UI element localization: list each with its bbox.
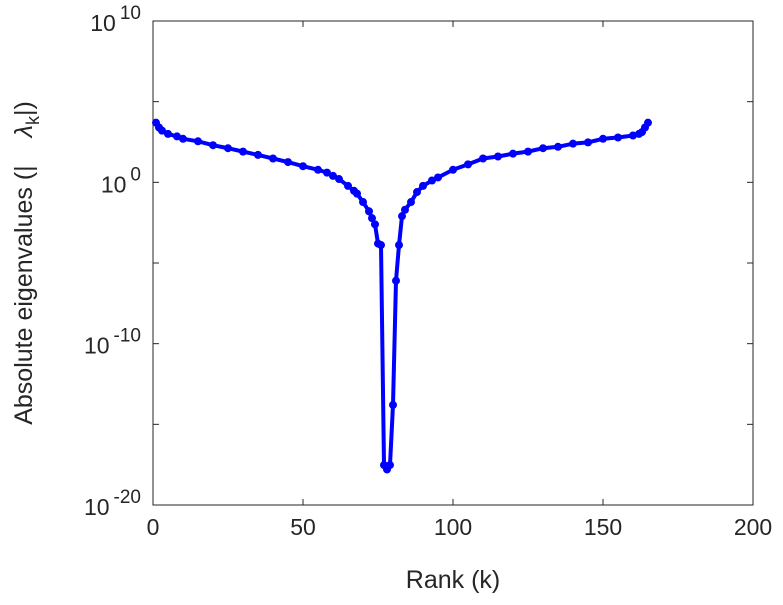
x-tick-label: 100 <box>434 514 472 540</box>
y-tick-label: 10 -10 <box>84 326 141 359</box>
y-axis-label: Absolute eigenvalues (| λk|) <box>10 101 43 425</box>
data-point <box>323 168 331 177</box>
data-point <box>359 198 367 207</box>
y-tick-label: 10 0 <box>101 164 141 197</box>
data-point <box>539 144 547 153</box>
data-point <box>164 129 172 138</box>
data-point <box>299 162 307 171</box>
axes-box <box>152 20 754 506</box>
ylabel-prefix: Absolute eigenvalues (| <box>10 165 38 424</box>
svg-text:Absolute eigenvalues (|λk|): Absolute eigenvalues (| λk|) <box>10 101 43 425</box>
x-axis-label: Rank (k) <box>406 566 500 594</box>
data-point <box>464 160 472 169</box>
data-point <box>386 461 394 470</box>
ylabel-suffix: |) <box>10 101 38 116</box>
data-point <box>314 165 322 174</box>
y-tick-label: 10 10 <box>90 3 141 36</box>
data-point <box>335 175 343 184</box>
ylabel-sub: k <box>23 115 43 125</box>
data-point <box>509 149 517 158</box>
data-point <box>353 189 361 198</box>
data-point <box>344 181 352 190</box>
data-point <box>284 158 292 167</box>
data-point <box>173 132 181 141</box>
data-point <box>371 220 379 229</box>
data-point <box>524 147 532 156</box>
data-point <box>401 205 409 214</box>
data-point <box>395 241 403 250</box>
data-point <box>269 154 277 163</box>
data-point <box>209 141 217 150</box>
data-point <box>365 207 373 216</box>
data-point <box>494 152 502 161</box>
data-point <box>329 171 337 180</box>
x-tick-label: 0 <box>147 514 160 540</box>
data-point <box>428 176 436 185</box>
data-point <box>194 137 202 146</box>
data-point <box>407 198 415 207</box>
data-point <box>224 144 232 153</box>
data-point <box>644 118 652 127</box>
x-tick-label: 50 <box>290 514 316 540</box>
data-point <box>413 188 421 197</box>
ylabel-lambda: λ <box>10 125 38 139</box>
data-point <box>614 133 622 142</box>
x-tick-label: 150 <box>584 514 622 540</box>
data-point <box>434 173 442 182</box>
data-point <box>569 139 577 148</box>
data-point <box>377 241 385 250</box>
data-point <box>599 134 607 143</box>
data-point <box>554 142 562 151</box>
data-point <box>584 138 592 147</box>
series-line <box>154 121 650 472</box>
data-point <box>398 212 406 221</box>
data-point <box>449 165 457 174</box>
data-point <box>239 147 247 156</box>
data-point <box>479 154 487 163</box>
data-point <box>158 126 166 135</box>
data-point <box>419 181 427 190</box>
x-tick-label: 200 <box>734 514 772 540</box>
data-point <box>392 276 400 285</box>
data-point <box>368 214 376 223</box>
data-point <box>389 400 397 409</box>
data-point <box>179 134 187 143</box>
y-tick-label: 10 -20 <box>84 487 141 520</box>
data-point <box>254 150 262 159</box>
data-point <box>629 131 637 140</box>
